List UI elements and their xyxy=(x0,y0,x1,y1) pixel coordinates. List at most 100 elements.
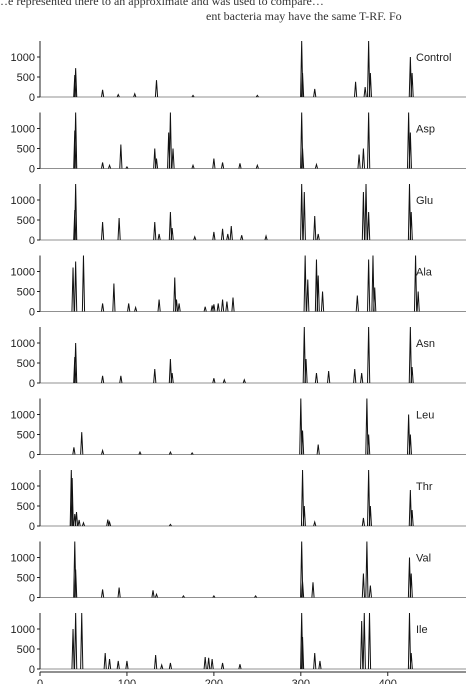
data-peak xyxy=(365,398,369,455)
data-peak xyxy=(160,663,164,670)
y-tick-label: 0 xyxy=(29,521,35,533)
data-peak xyxy=(311,582,315,598)
data-peak xyxy=(119,144,123,169)
data-peak xyxy=(81,521,86,527)
data-peak xyxy=(203,306,207,312)
data-peak xyxy=(69,469,73,527)
data-peak xyxy=(302,191,306,241)
data-peak xyxy=(125,660,129,670)
data-peak xyxy=(316,275,320,312)
data-peak xyxy=(112,283,116,312)
data-peak xyxy=(313,520,317,527)
data-peak xyxy=(101,162,105,169)
data-peak xyxy=(371,255,375,312)
data-peak xyxy=(302,505,306,527)
data-peak xyxy=(220,162,225,169)
data-peak xyxy=(154,80,159,98)
data-peak xyxy=(190,452,194,455)
data-peak xyxy=(210,658,214,670)
data-peak xyxy=(168,523,172,527)
data-peak xyxy=(361,148,366,169)
panel-label-thr: Thr xyxy=(416,481,433,493)
data-peak xyxy=(72,447,76,455)
data-peak xyxy=(168,450,172,455)
x-tick-label: 200 xyxy=(205,678,223,684)
y-tick-label: 500 xyxy=(17,573,35,585)
data-peak xyxy=(157,233,161,241)
data-peak xyxy=(408,132,412,169)
data-peak xyxy=(368,585,372,598)
data-peak xyxy=(408,326,412,384)
data-peak xyxy=(157,299,161,312)
data-peak xyxy=(138,450,142,455)
panel-label-val: Val xyxy=(416,553,431,565)
data-peak xyxy=(203,656,207,670)
y-tick-label: 500 xyxy=(17,72,35,84)
y-tick-label: 1000 xyxy=(11,124,35,136)
data-peak xyxy=(231,297,235,312)
x-tick-label: 0 xyxy=(37,678,43,684)
data-peak xyxy=(365,541,369,598)
data-peak xyxy=(314,372,319,384)
data-peak xyxy=(133,92,137,98)
data-peak xyxy=(255,94,259,98)
data-peak xyxy=(74,112,78,169)
data-peak xyxy=(116,93,120,98)
data-peak xyxy=(416,291,420,312)
data-peak xyxy=(181,595,185,598)
caption-fragment: …e represented there to an approximate a… xyxy=(0,0,474,30)
y-tick-label: 1000 xyxy=(11,267,35,279)
data-peak xyxy=(367,259,371,312)
data-peak xyxy=(355,295,359,312)
data-peak xyxy=(367,434,371,455)
y-tick-label: 500 xyxy=(17,644,35,656)
data-peak xyxy=(168,211,173,241)
data-peak xyxy=(361,573,366,598)
data-peak xyxy=(70,477,74,527)
data-peak xyxy=(174,299,179,312)
data-peak xyxy=(408,434,412,455)
data-peak xyxy=(168,358,173,384)
data-peak xyxy=(313,215,317,241)
caption-line-1: …e represented there to an approximate a… xyxy=(0,0,324,8)
data-peak xyxy=(316,444,320,455)
data-peak xyxy=(300,430,305,455)
y-tick-label: 500 xyxy=(17,358,35,370)
data-peak xyxy=(410,72,414,98)
data-peak xyxy=(77,519,81,527)
y-tick-label: 1000 xyxy=(11,338,35,350)
data-peak xyxy=(408,489,412,527)
data-peak xyxy=(367,211,371,241)
data-peak xyxy=(367,612,372,670)
data-peak xyxy=(74,183,78,241)
data-peak xyxy=(74,68,78,98)
data-peak xyxy=(153,368,157,384)
data-peak xyxy=(255,163,259,169)
y-tick-label: 500 xyxy=(17,430,35,442)
data-peak xyxy=(313,88,317,98)
data-peak xyxy=(409,652,413,670)
data-peak xyxy=(304,358,308,384)
data-peak xyxy=(168,662,172,670)
data-peak xyxy=(73,74,77,98)
data-peak xyxy=(74,612,78,670)
data-peak xyxy=(170,227,174,241)
y-tick-label: 1000 xyxy=(11,410,35,422)
data-peak xyxy=(316,233,320,241)
data-peak xyxy=(154,592,159,598)
data-peak xyxy=(173,277,177,312)
data-peak xyxy=(71,628,75,670)
data-peak xyxy=(229,225,233,241)
data-peak xyxy=(408,56,412,98)
y-tick-label: 500 xyxy=(17,215,35,227)
panel-label-control: Control xyxy=(416,52,451,64)
data-peak xyxy=(300,72,305,98)
data-peak xyxy=(299,398,303,455)
data-peak xyxy=(264,234,268,241)
data-peak xyxy=(170,372,174,384)
y-tick-label: 1000 xyxy=(11,52,35,64)
data-peak xyxy=(80,612,84,670)
y-tick-label: 0 xyxy=(29,164,35,176)
y-tick-label: 0 xyxy=(29,235,35,247)
